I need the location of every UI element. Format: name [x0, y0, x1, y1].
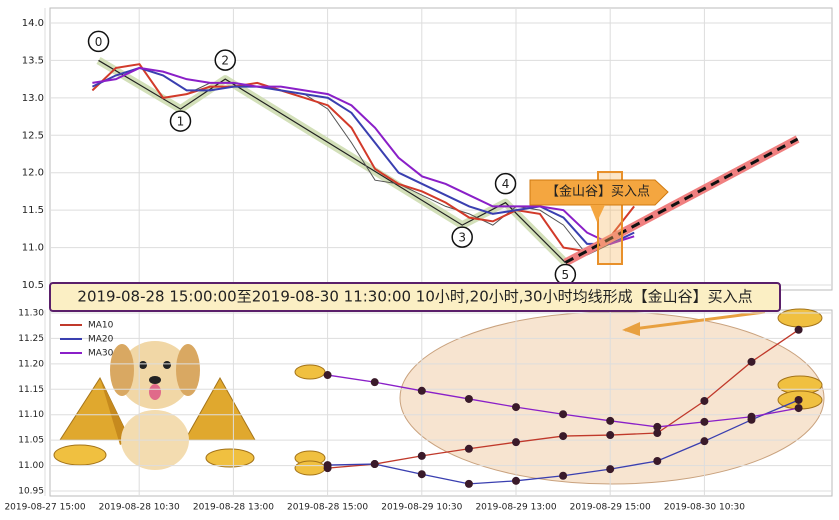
- x-tick-label: 2019-08-29 10:30: [381, 503, 462, 513]
- ma-point: [794, 325, 803, 334]
- ma-point: [606, 431, 615, 440]
- annotation-text: 【金山谷】买入点: [546, 184, 650, 200]
- y-tick-label: 11.10: [18, 410, 44, 420]
- ma-point: [559, 432, 568, 441]
- ma-point: [417, 386, 426, 395]
- top-plot: [49, 7, 833, 291]
- ma-point: [370, 460, 379, 469]
- y-tick-label: 10.5: [22, 280, 44, 291]
- ma-point: [417, 470, 426, 479]
- annotation-pointer: [590, 205, 605, 222]
- ma-point: [559, 410, 568, 419]
- annotation-box: [529, 179, 669, 206]
- banner: [49, 282, 781, 312]
- ma-point: [606, 416, 615, 425]
- legend-label: MA20: [88, 335, 114, 345]
- y-tick-label: 11.30: [18, 309, 44, 319]
- wave-marker: [494, 172, 517, 195]
- ma-point: [512, 438, 520, 447]
- wave-label: 1: [177, 115, 185, 129]
- ma-point: [700, 437, 709, 446]
- ma-point: [323, 371, 332, 380]
- ma-point: [653, 429, 662, 438]
- y-tick-label: 12.5: [22, 130, 44, 141]
- ma-point: [370, 378, 379, 387]
- y-tick-label: 11.20: [18, 359, 44, 369]
- y-tick-label: 14.0: [22, 18, 44, 29]
- wave-label: 0: [95, 35, 103, 49]
- ma-point: [417, 451, 426, 460]
- price-line: [91, 63, 635, 253]
- banner-title: 2019-08-28 15:00:00至2019-08-30 11:30:00 …: [77, 288, 752, 306]
- y-tick-label: 10.95: [18, 487, 44, 497]
- ma-point: [559, 471, 568, 480]
- price-line: [91, 66, 635, 245]
- x-tick-label: 2019-08-29 15:00: [570, 503, 651, 513]
- ma-point: [700, 417, 709, 426]
- wave-label: 5: [562, 268, 570, 282]
- y-tick-label: 11.00: [18, 461, 44, 471]
- ma-point: [464, 394, 473, 403]
- wave-line: [98, 59, 566, 263]
- wave-marker: [214, 49, 236, 71]
- ma-point: [653, 422, 662, 431]
- ma-point: [700, 396, 709, 405]
- x-tick-label: 2019-08-28 13:00: [193, 503, 274, 513]
- legend-label: MA30: [88, 349, 114, 359]
- y-tick-label: 11.05: [18, 436, 44, 446]
- x-tick-label: 2019-08-28 10:30: [99, 503, 180, 513]
- projection-band: [563, 135, 800, 267]
- y-tick-label: 12.0: [22, 168, 44, 179]
- price-line: [92, 66, 635, 245]
- wave-marker: [87, 30, 110, 53]
- x-tick-label: 2019-08-29 13:00: [475, 503, 556, 513]
- ma-point: [606, 465, 615, 474]
- wave-marker: [451, 226, 473, 248]
- y-tick-label: 11.25: [18, 334, 44, 344]
- ma-point: [323, 461, 332, 470]
- wave-label: 2: [221, 54, 229, 68]
- x-tick-label: 2019-08-30 10:30: [664, 503, 745, 513]
- ma-point: [464, 479, 473, 488]
- ma-point: [747, 357, 756, 366]
- ma-point: [794, 404, 803, 413]
- y-tick-label: 11.0: [22, 243, 44, 254]
- x-tick-label: 2019-08-27 15:00: [4, 503, 85, 513]
- bottom-chart: 10.95 11.00 11.05 11.10 11.15 11.20 11.25 11.30…: [4, 309, 832, 513]
- y-tick-label: 13.0: [22, 93, 44, 104]
- ma-point: [512, 476, 520, 485]
- y-tick-label: 13.5: [22, 55, 44, 66]
- wave-marker: [169, 110, 192, 132]
- ma-point: [464, 444, 473, 453]
- ma-point: [794, 395, 803, 404]
- y-tick-label: 11.5: [22, 205, 44, 216]
- wave-label: 4: [502, 177, 510, 191]
- y-tick-label: 11.15: [18, 385, 44, 395]
- ma-point: [747, 412, 756, 421]
- legend-label: MA10: [88, 321, 114, 331]
- wave-label: 3: [458, 231, 466, 245]
- x-tick-label: 2019-08-28 15:00: [287, 503, 368, 513]
- ma-point: [653, 456, 662, 465]
- ma-point: [512, 403, 520, 412]
